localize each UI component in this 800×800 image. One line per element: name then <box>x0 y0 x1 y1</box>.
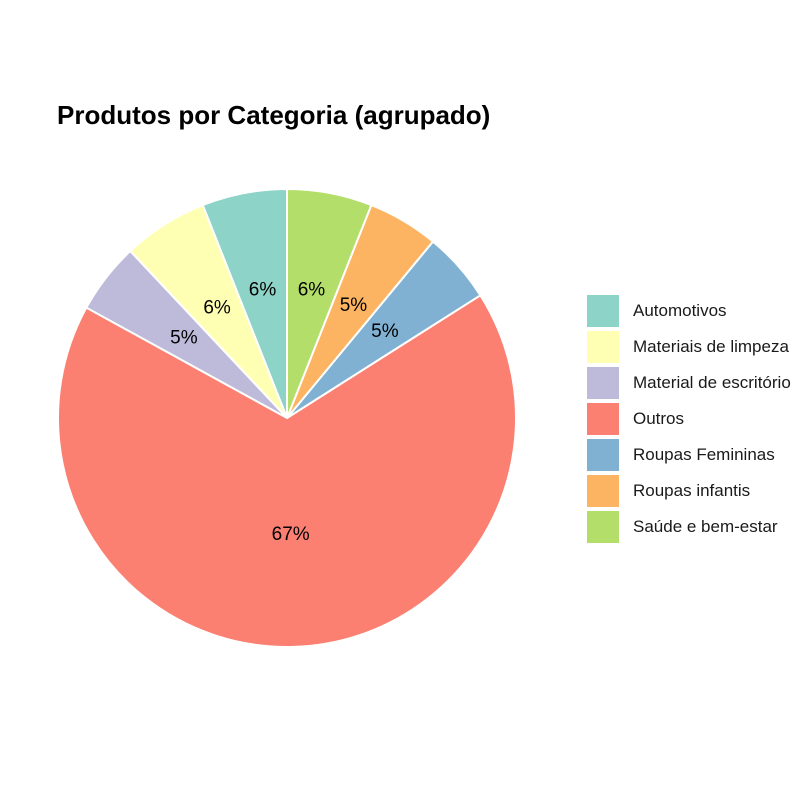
legend-item-automotivos: Automotivos <box>587 293 791 329</box>
legend-label: Automotivos <box>633 301 727 320</box>
slice-label-materiais-de-limpeza: 6% <box>203 297 231 318</box>
legend: Automotivos Materiais de limpeza Material … <box>587 293 791 545</box>
legend-label: Materiais de limpeza <box>633 337 789 356</box>
legend-item-material-de-escritorio: Material de escritório <box>587 365 791 401</box>
slice-label-saude-e-bem-estar: 6% <box>298 279 326 300</box>
legend-swatch <box>587 439 619 471</box>
legend-swatch <box>587 331 619 363</box>
legend-item-roupas-femininas: Roupas Femininas <box>587 437 791 473</box>
legend-swatch <box>587 511 619 543</box>
pie-slices <box>57 187 517 648</box>
slice-label-roupas-femininas: 5% <box>371 321 399 342</box>
legend-item-outros: Outros <box>587 401 791 437</box>
legend-swatch <box>587 475 619 507</box>
slice-label-material-de-escritorio: 5% <box>170 327 198 348</box>
slice-label-outros: 67% <box>272 524 310 545</box>
legend-swatch <box>587 403 619 435</box>
legend-label: Saúde e bem-estar <box>633 517 778 536</box>
slice-label-roupas-infantis: 5% <box>340 295 368 316</box>
legend-label: Outros <box>633 409 685 428</box>
legend-swatch <box>587 295 619 327</box>
pie-slice-saude-e-bem-estar <box>286 187 373 419</box>
pie-slice-outros <box>57 293 517 648</box>
legend-label: Roupas infantis <box>633 481 751 500</box>
legend-label: Roupas Femininas <box>633 445 775 464</box>
chart-title: Produtos por Categoria (agrupado) <box>57 100 491 130</box>
legend-item-saude-e-bem-estar: Saúde e bem-estar <box>587 509 791 545</box>
legend-swatch <box>587 367 619 399</box>
slice-label-automotivos: 6% <box>249 279 277 300</box>
legend-item-roupas-infantis: Roupas infantis <box>587 473 791 509</box>
pie-slice-labels: 6%6%5%67%5%5%6% <box>170 279 399 545</box>
legend-item-materiais-de-limpeza: Materiais de limpeza <box>587 329 791 365</box>
legend-label: Material de escritório <box>633 373 791 392</box>
